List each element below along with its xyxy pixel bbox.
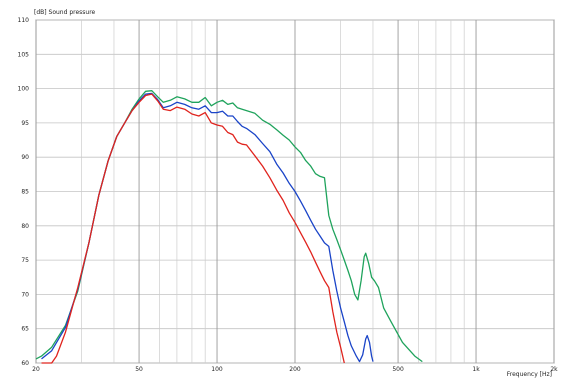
y-tick-label: 110 [18,17,30,24]
y-tick-label: 80 [21,223,29,230]
x-tick-labels: 20 50 100 200 500 1k 2k [32,366,558,373]
x-tick-label: 50 [135,366,143,373]
y-tick-label: 95 [21,120,29,127]
series-line-1 [35,90,423,363]
x-tick-label: 20 [32,366,40,373]
y-tick-labels: 110 105 100 95 90 85 80 75 70 65 60 [18,17,30,367]
y-tick-label: 70 [21,291,29,298]
x-tick-label: 2k [550,366,558,373]
x-tick-label: 500 [392,366,404,373]
y-axis-label: [dB] Sound pressure [34,9,96,16]
x-tick-label: 1k [472,366,480,373]
y-tick-label: 85 [21,189,29,196]
x-tick-label: 200 [289,366,301,373]
y-tick-label: 65 [21,326,29,333]
y-tick-label: 60 [21,360,29,367]
series-group [35,90,423,364]
y-tick-label: 100 [18,86,30,93]
grid [35,19,555,364]
y-tick-label: 105 [18,51,30,58]
series-line-3 [41,93,345,364]
x-axis-label: Frequency [Hz] [507,371,552,378]
x-tick-label: 100 [211,366,223,373]
y-tick-label: 90 [21,154,29,161]
y-tick-label: 75 [21,257,29,264]
